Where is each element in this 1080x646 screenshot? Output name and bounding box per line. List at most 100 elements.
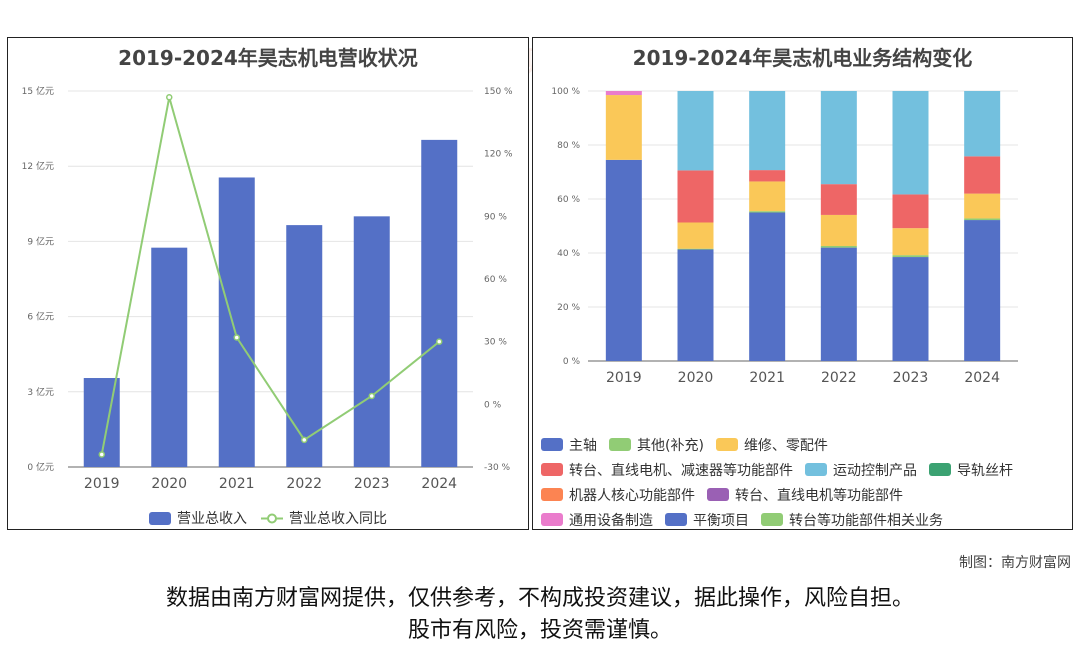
revenue-yoy-line xyxy=(100,96,440,455)
y-right-tick-label: 150 % xyxy=(484,87,513,97)
y-tick-label: 20 % xyxy=(557,303,580,313)
revenue-bar-2021 xyxy=(218,177,255,468)
stack-segment-2023-1 xyxy=(892,255,929,258)
legend-label: 其他(补充) xyxy=(637,437,704,454)
legend-swatch xyxy=(715,438,738,451)
y-right-tick-label: 60 % xyxy=(484,275,507,285)
legend-label: 机器人核心功能部件 xyxy=(569,487,695,504)
business-structure-chart-plot: 0 % 20 % 40 % 60 % 80 % 100 % 2019 2020 2021 2022… xyxy=(551,87,1018,386)
legend-swatch xyxy=(929,463,951,476)
legend-swatch xyxy=(665,513,687,526)
stack-segment-2019-2 xyxy=(605,95,642,160)
y-tick-label: 0 % xyxy=(563,357,581,367)
legend-row: 机器人核心功能部件 转台、直线电机等功能部件 xyxy=(541,482,1071,507)
legend-label: 维修、零配件 xyxy=(743,437,828,454)
stack-segment-2021-4 xyxy=(749,91,786,171)
stack-segment-2024-3 xyxy=(964,156,1001,194)
stack-segment-2022-0 xyxy=(820,247,857,361)
revenue-yoy-point-2019 xyxy=(98,451,105,458)
stack-segment-2021-1 xyxy=(749,211,786,213)
y-tick-label: 80 % xyxy=(557,141,580,151)
legend-item[interactable]: 转台、直线电机等功能部件 xyxy=(707,485,903,505)
y-right-tick-label: 0 % xyxy=(484,400,502,410)
legend-row: 通用设备制造 平衡项目 转台等功能部件相关业务 xyxy=(541,507,1071,532)
stack-segment-2020-1 xyxy=(677,248,714,250)
revenue-chart-title: 2019-2024年昊志机电营收状况 xyxy=(118,46,418,70)
stack-segment-2024-1 xyxy=(964,218,1001,221)
x-tick-label: 2021 xyxy=(219,476,255,492)
legend-label: 通用设备制造 xyxy=(569,512,653,529)
stack-segment-2021-3 xyxy=(749,170,786,182)
x-tick-label: 2024 xyxy=(964,370,1000,386)
x-tick-label: 2020 xyxy=(678,370,714,386)
stack-segment-2019-0 xyxy=(605,159,642,361)
legend-item[interactable]: 机器人核心功能部件 xyxy=(541,485,695,505)
legend-label-revenue-yoy: 营业总收入同比 xyxy=(289,511,387,527)
y-right-tick-label: 120 % xyxy=(484,150,513,160)
legend-item-revenue-yoy[interactable]: 营业总收入同比 xyxy=(261,508,387,528)
revenue-chart-plot: 0 亿元 3 亿元 6 亿元 9 亿元 12 亿元 15 亿元 -30 % 0 % 30 % 60… xyxy=(22,85,513,492)
legend-item[interactable]: 运动控制产品 xyxy=(805,460,917,480)
revenue-chart-legend: 营业总收入 营业总收入同比 xyxy=(8,508,528,528)
legend-item[interactable]: 平衡项目 xyxy=(665,510,749,530)
revenue-yoy-point-2024 xyxy=(436,338,443,345)
legend-swatch xyxy=(707,488,729,501)
stack-segment-2022-3 xyxy=(820,184,857,215)
legend-swatch-revenue xyxy=(149,511,171,525)
revenue-chart-panel: 2019-2024年昊志机电营收状况 0 亿元 3 亿元 6 亿元 9 亿元 12 亿元… xyxy=(7,37,529,530)
legend-row: 转台、直线电机、减速器等功能部件 运动控制产品 导轨丝杆 xyxy=(541,457,1071,482)
y-right-tick-label: 30 % xyxy=(484,338,507,348)
stack-segment-2021-2 xyxy=(749,181,786,212)
y-tick-label: 60 % xyxy=(557,195,580,205)
revenue-yoy-point-2020 xyxy=(166,94,173,101)
legend-swatch xyxy=(761,513,783,526)
legend-label: 转台、直线电机、减速器等功能部件 xyxy=(569,462,793,479)
legend-row: 主轴 其他(补充) 维修、零配件 xyxy=(541,432,1071,457)
legend-swatch xyxy=(541,438,563,451)
y-left-tick-label: 15 亿元 xyxy=(22,85,54,97)
legend-label-revenue: 营业总收入 xyxy=(177,511,247,527)
legend-label: 主轴 xyxy=(569,437,597,454)
legend-item-revenue[interactable]: 营业总收入 xyxy=(149,508,247,528)
legend-item[interactable]: 转台等功能部件相关业务 xyxy=(761,510,943,530)
stack-segment-2022-2 xyxy=(820,214,857,246)
legend-swatch xyxy=(541,463,563,476)
legend-label: 转台等功能部件相关业务 xyxy=(789,512,943,529)
revenue-bar-2023 xyxy=(353,216,390,467)
x-tick-label: 2021 xyxy=(749,370,785,386)
legend-item[interactable]: 主轴 xyxy=(541,435,597,455)
legend-label: 平衡项目 xyxy=(693,512,749,529)
revenue-yoy-point-2022 xyxy=(301,436,308,444)
legend-label: 运动控制产品 xyxy=(833,462,917,479)
y-right-tick-label: 90 % xyxy=(484,212,507,222)
stack-segment-2020-4 xyxy=(677,91,714,171)
business-structure-chart-legend: 主轴 其他(补充) 维修、零配件转台、直线电机、减速器等功能部件 运动控制产品 导轨丝杆… xyxy=(541,432,1071,532)
stack-segment-2022-1 xyxy=(820,245,857,248)
revenue-yoy-point-2021 xyxy=(233,334,240,341)
business-structure-chart-title: 2019-2024年昊志机电业务结构变化 xyxy=(632,46,973,70)
revenue-yoy-point-2023 xyxy=(368,392,375,400)
y-tick-label: 100 % xyxy=(551,87,580,97)
stack-segment-2020-3 xyxy=(677,170,714,223)
legend-item[interactable]: 导轨丝杆 xyxy=(929,460,1013,480)
stack-segment-2020-0 xyxy=(677,249,714,361)
stack-segment-2021-0 xyxy=(749,212,786,361)
stack-segment-2024-0 xyxy=(964,220,1001,361)
revenue-bar-2020 xyxy=(151,247,188,467)
legend-item[interactable]: 通用设备制造 xyxy=(541,510,653,530)
stack-segment-2024-2 xyxy=(964,193,1001,219)
revenue-bar-2022 xyxy=(286,225,323,467)
x-tick-label: 2019 xyxy=(606,370,642,386)
y-left-tick-label: 0 亿元 xyxy=(27,461,54,473)
x-tick-label: 2022 xyxy=(821,370,857,386)
business-structure-chart-panel: 2019-2024年昊志机电业务结构变化 0 % 20 % 40 % 60 % 80 %… xyxy=(532,37,1073,530)
chart-credit: 制图：南方财富网 xyxy=(959,555,1071,571)
stack-segment-2024-4 xyxy=(964,91,1001,157)
legend-item[interactable]: 转台、直线电机、减速器等功能部件 xyxy=(541,460,793,480)
legend-item[interactable]: 维修、零配件 xyxy=(715,435,828,455)
y-right-tick-label: -30 % xyxy=(484,463,511,473)
x-tick-label: 2020 xyxy=(151,476,187,492)
legend-item[interactable]: 其他(补充) xyxy=(609,435,704,455)
x-tick-label: 2019 xyxy=(84,476,120,492)
stack-segment-2023-4 xyxy=(892,91,929,195)
